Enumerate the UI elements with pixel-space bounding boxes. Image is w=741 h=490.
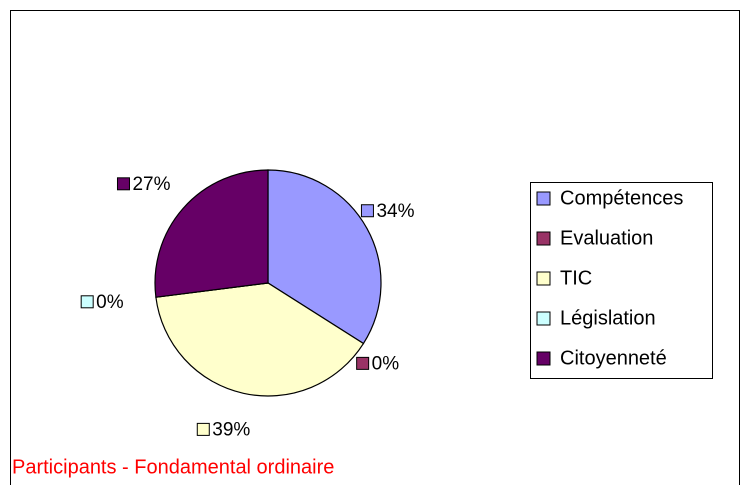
- pie-slice: [155, 282, 365, 397]
- legend-swatch: [536, 351, 551, 366]
- data-label: 0%: [372, 353, 400, 374]
- legend-label: Compétences: [560, 187, 683, 209]
- legend-swatch: [536, 191, 551, 206]
- legend-label: TIC: [560, 267, 592, 289]
- chart-title: Participants - Fondamental ordinaire: [12, 456, 334, 478]
- legend-box: [530, 182, 713, 379]
- legend-label: Evaluation: [560, 227, 653, 249]
- label-swatch: [196, 422, 210, 436]
- label-swatch: [360, 204, 374, 218]
- pie-slice: [154, 169, 269, 298]
- pie-slice: [267, 169, 382, 345]
- legend-swatch: [536, 271, 551, 286]
- label-swatch: [356, 356, 370, 370]
- label-swatch: [80, 295, 94, 309]
- legend-label: Législation: [560, 307, 656, 329]
- data-label: 0%: [96, 292, 124, 313]
- label-swatch: [116, 177, 130, 191]
- data-label: 39%: [212, 419, 250, 440]
- data-label: 27%: [132, 174, 170, 195]
- data-label: 34%: [376, 201, 414, 222]
- legend-swatch: [536, 311, 551, 326]
- legend-swatch: [536, 231, 551, 246]
- legend-label: Citoyenneté: [560, 347, 667, 369]
